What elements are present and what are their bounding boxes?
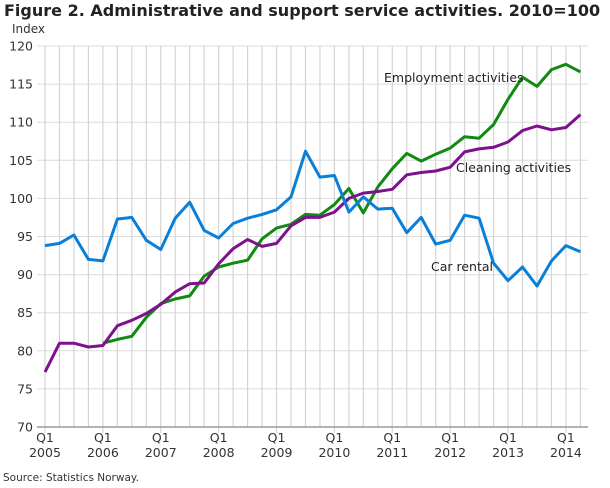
x-tick-label-quarter: Q1 [152,430,170,445]
x-tick-label-year: 2008 [203,445,235,460]
series-line-car-rental [44,149,581,288]
y-tick-label: 75 [17,381,33,396]
x-tick-label-quarter: Q1 [441,430,459,445]
x-tick-label-year: 2007 [145,445,177,460]
chart-title: Figure 2. Administrative and support ser… [4,1,601,20]
x-tick-label-year: 2014 [550,445,582,460]
series-label-car-rental: Car rental [431,259,493,274]
x-tick-label-quarter: Q1 [268,430,286,445]
y-tick-label: 70 [17,420,33,435]
y-tick-label: 110 [9,115,33,130]
x-tick-label-quarter: Q1 [36,430,54,445]
y-tick-label: 95 [17,229,33,244]
y-tick-label: 105 [9,153,33,168]
x-tick-label-year: 2009 [261,445,293,460]
x-tick-label-year: 2010 [318,445,350,460]
x-tick-label-quarter: Q1 [94,430,112,445]
y-tick-label: 100 [9,191,33,206]
y-tick-label: 90 [17,267,33,282]
x-tick-label-year: 2011 [376,445,408,460]
y-tick-label: 115 [9,77,33,92]
y-tick-label: 120 [9,39,33,54]
x-tick-label-year: 2006 [87,445,119,460]
x-tick-label-quarter: Q1 [499,430,517,445]
x-tick-label-year: 2013 [492,445,524,460]
source-note: Source: Statistics Norway. [3,472,139,484]
x-tick-label-quarter: Q1 [210,430,228,445]
x-tick-label-quarter: Q1 [383,430,401,445]
x-tick-label-year: 2012 [434,445,466,460]
series-label-employment-activities: Employment activities [384,70,524,85]
y-tick-label: 85 [17,305,33,320]
series-line-cleaning-activities [43,113,582,373]
y-tick-label: 80 [17,343,33,358]
x-tick-label-quarter: Q1 [326,430,344,445]
x-tick-label-quarter: Q1 [557,430,575,445]
x-tick-label-year: 2005 [29,445,61,460]
y-axis-label: Index [12,22,46,36]
series-label-cleaning-activities: Cleaning activities [456,160,571,175]
